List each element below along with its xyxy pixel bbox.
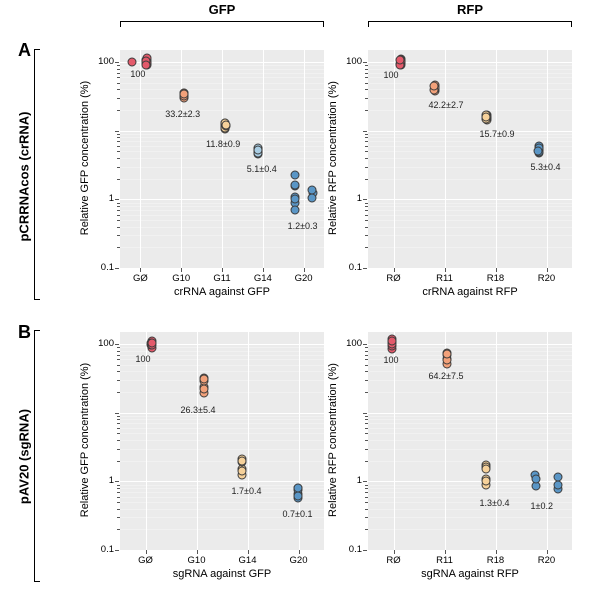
x-tick-label: R20 (538, 555, 555, 566)
y-tick-label: 1 (338, 193, 362, 204)
x-axis-title: sgRNA against GFP (120, 568, 324, 580)
x-tick-label: R11 (436, 273, 453, 284)
data-point (290, 205, 299, 214)
row-bracket-b (34, 330, 40, 582)
data-point (221, 120, 230, 129)
value-annotation: 0.7±0.1 (283, 509, 313, 519)
y-tick-label: 100 (338, 56, 362, 67)
y-tick-label: 0.1 (338, 262, 362, 273)
y-tick-label: 1 (338, 475, 362, 486)
data-point (238, 467, 247, 476)
value-annotation: 1.2±0.3 (288, 221, 318, 231)
value-annotation: 26.3±5.4 (181, 405, 216, 415)
value-annotation: 1±0.2 (531, 501, 553, 511)
x-tick-label: RØ (386, 273, 400, 284)
value-annotation: 100 (136, 354, 151, 364)
data-point (293, 483, 302, 492)
data-point (291, 181, 300, 190)
x-tick-label: G10 (188, 555, 206, 566)
col-label-rfp: RFP (448, 2, 492, 17)
value-annotation: 1.3±0.4 (480, 498, 510, 508)
value-annotation: 11.8±0.9 (206, 139, 240, 149)
plot-B_RFP: 100 64.2±7.5 1.3±0.4 1±0.2 (368, 332, 572, 550)
data-point (180, 90, 189, 99)
data-point (148, 338, 157, 347)
x-tick-label: GØ (133, 273, 148, 284)
value-annotation: 1.7±0.4 (232, 486, 262, 496)
data-point (387, 336, 396, 345)
value-annotation: 100 (384, 355, 399, 365)
y-tick-label: 1 (90, 193, 114, 204)
row-label-a: pCRRNAcos (crRNA) (17, 107, 32, 247)
data-point (308, 193, 317, 202)
data-point (531, 482, 540, 491)
x-tick-label: GØ (138, 555, 153, 566)
x-tick-label: G14 (254, 273, 272, 284)
plot-B_GFP: 100 26.3±5.4 1.7±0.4 0.7±0.1 (120, 332, 324, 550)
col-bracket-rfp (368, 21, 572, 27)
x-axis-title: crRNA against GFP (120, 286, 324, 298)
y-axis-title: Relative GFP concentration (%) (79, 340, 91, 540)
data-point (293, 491, 302, 500)
x-tick-label: RØ (386, 555, 400, 566)
figure-root: GFP RFP A B pCRRNAcos (crRNA) pAV20 (sgR… (0, 0, 603, 606)
data-point (482, 465, 491, 474)
x-tick-label: G20 (290, 555, 308, 566)
value-annotation: 100 (384, 70, 399, 80)
x-tick-label: R20 (538, 273, 555, 284)
x-axis-title: sgRNA against RFP (368, 568, 572, 580)
data-point (430, 81, 439, 90)
plot-A_GFP: 100 33.2±2.3 11.8±0.9 5.1±0.4 1.2±0.3 (120, 50, 324, 268)
panel-letter-a: A (18, 40, 31, 61)
data-point (238, 456, 247, 465)
row-label-b: pAV20 (sgRNA) (17, 387, 32, 527)
y-tick-label: 100 (338, 338, 362, 349)
plot-A_RFP: 100 42.2±2.7 15.7±0.9 5.3±0.4 (368, 50, 572, 268)
data-point (482, 113, 491, 122)
x-tick-label: R18 (487, 273, 504, 284)
x-axis-title: crRNA against RFP (368, 286, 572, 298)
value-annotation: 15.7±0.9 (480, 129, 515, 139)
x-tick-label: G14 (239, 555, 257, 566)
data-point (199, 385, 208, 394)
value-annotation: 64.2±7.5 (429, 371, 464, 381)
y-tick-label: 1 (90, 475, 114, 486)
data-point (127, 58, 136, 67)
y-axis-title: Relative RFP concentration (%) (327, 58, 339, 258)
value-annotation: 33.2±2.3 (165, 109, 200, 119)
value-annotation: 100 (130, 69, 145, 79)
data-point (253, 145, 262, 154)
y-tick-label: 0.1 (338, 544, 362, 555)
value-annotation: 42.2±2.7 (429, 100, 464, 110)
value-annotation: 5.1±0.4 (247, 164, 277, 174)
data-point (396, 55, 405, 64)
data-point (199, 374, 208, 383)
y-axis-title: Relative RFP concentration (%) (327, 340, 339, 540)
data-point (553, 473, 562, 482)
column-labels: GFP RFP (0, 2, 603, 28)
x-tick-label: G10 (172, 273, 190, 284)
data-point (531, 474, 540, 483)
x-tick-label: R18 (487, 555, 504, 566)
y-axis-title: Relative GFP concentration (%) (79, 58, 91, 258)
data-point (534, 146, 543, 155)
panel-letter-b: B (18, 322, 31, 343)
y-tick-label: 100 (90, 56, 114, 67)
x-tick-label: R11 (436, 555, 453, 566)
x-tick-label: G20 (295, 273, 313, 284)
y-tick-label: 0.1 (90, 544, 114, 555)
y-tick-label: 0.1 (90, 262, 114, 273)
y-tick-label: 100 (90, 338, 114, 349)
data-point (290, 170, 299, 179)
row-bracket-a (34, 49, 40, 300)
data-point (482, 477, 491, 486)
value-annotation: 5.3±0.4 (531, 162, 561, 172)
data-point (141, 60, 150, 69)
x-tick-label: G11 (213, 273, 230, 284)
data-point (442, 350, 451, 359)
data-point (291, 195, 300, 204)
col-label-gfp: GFP (200, 2, 244, 17)
col-bracket-gfp (120, 21, 324, 27)
